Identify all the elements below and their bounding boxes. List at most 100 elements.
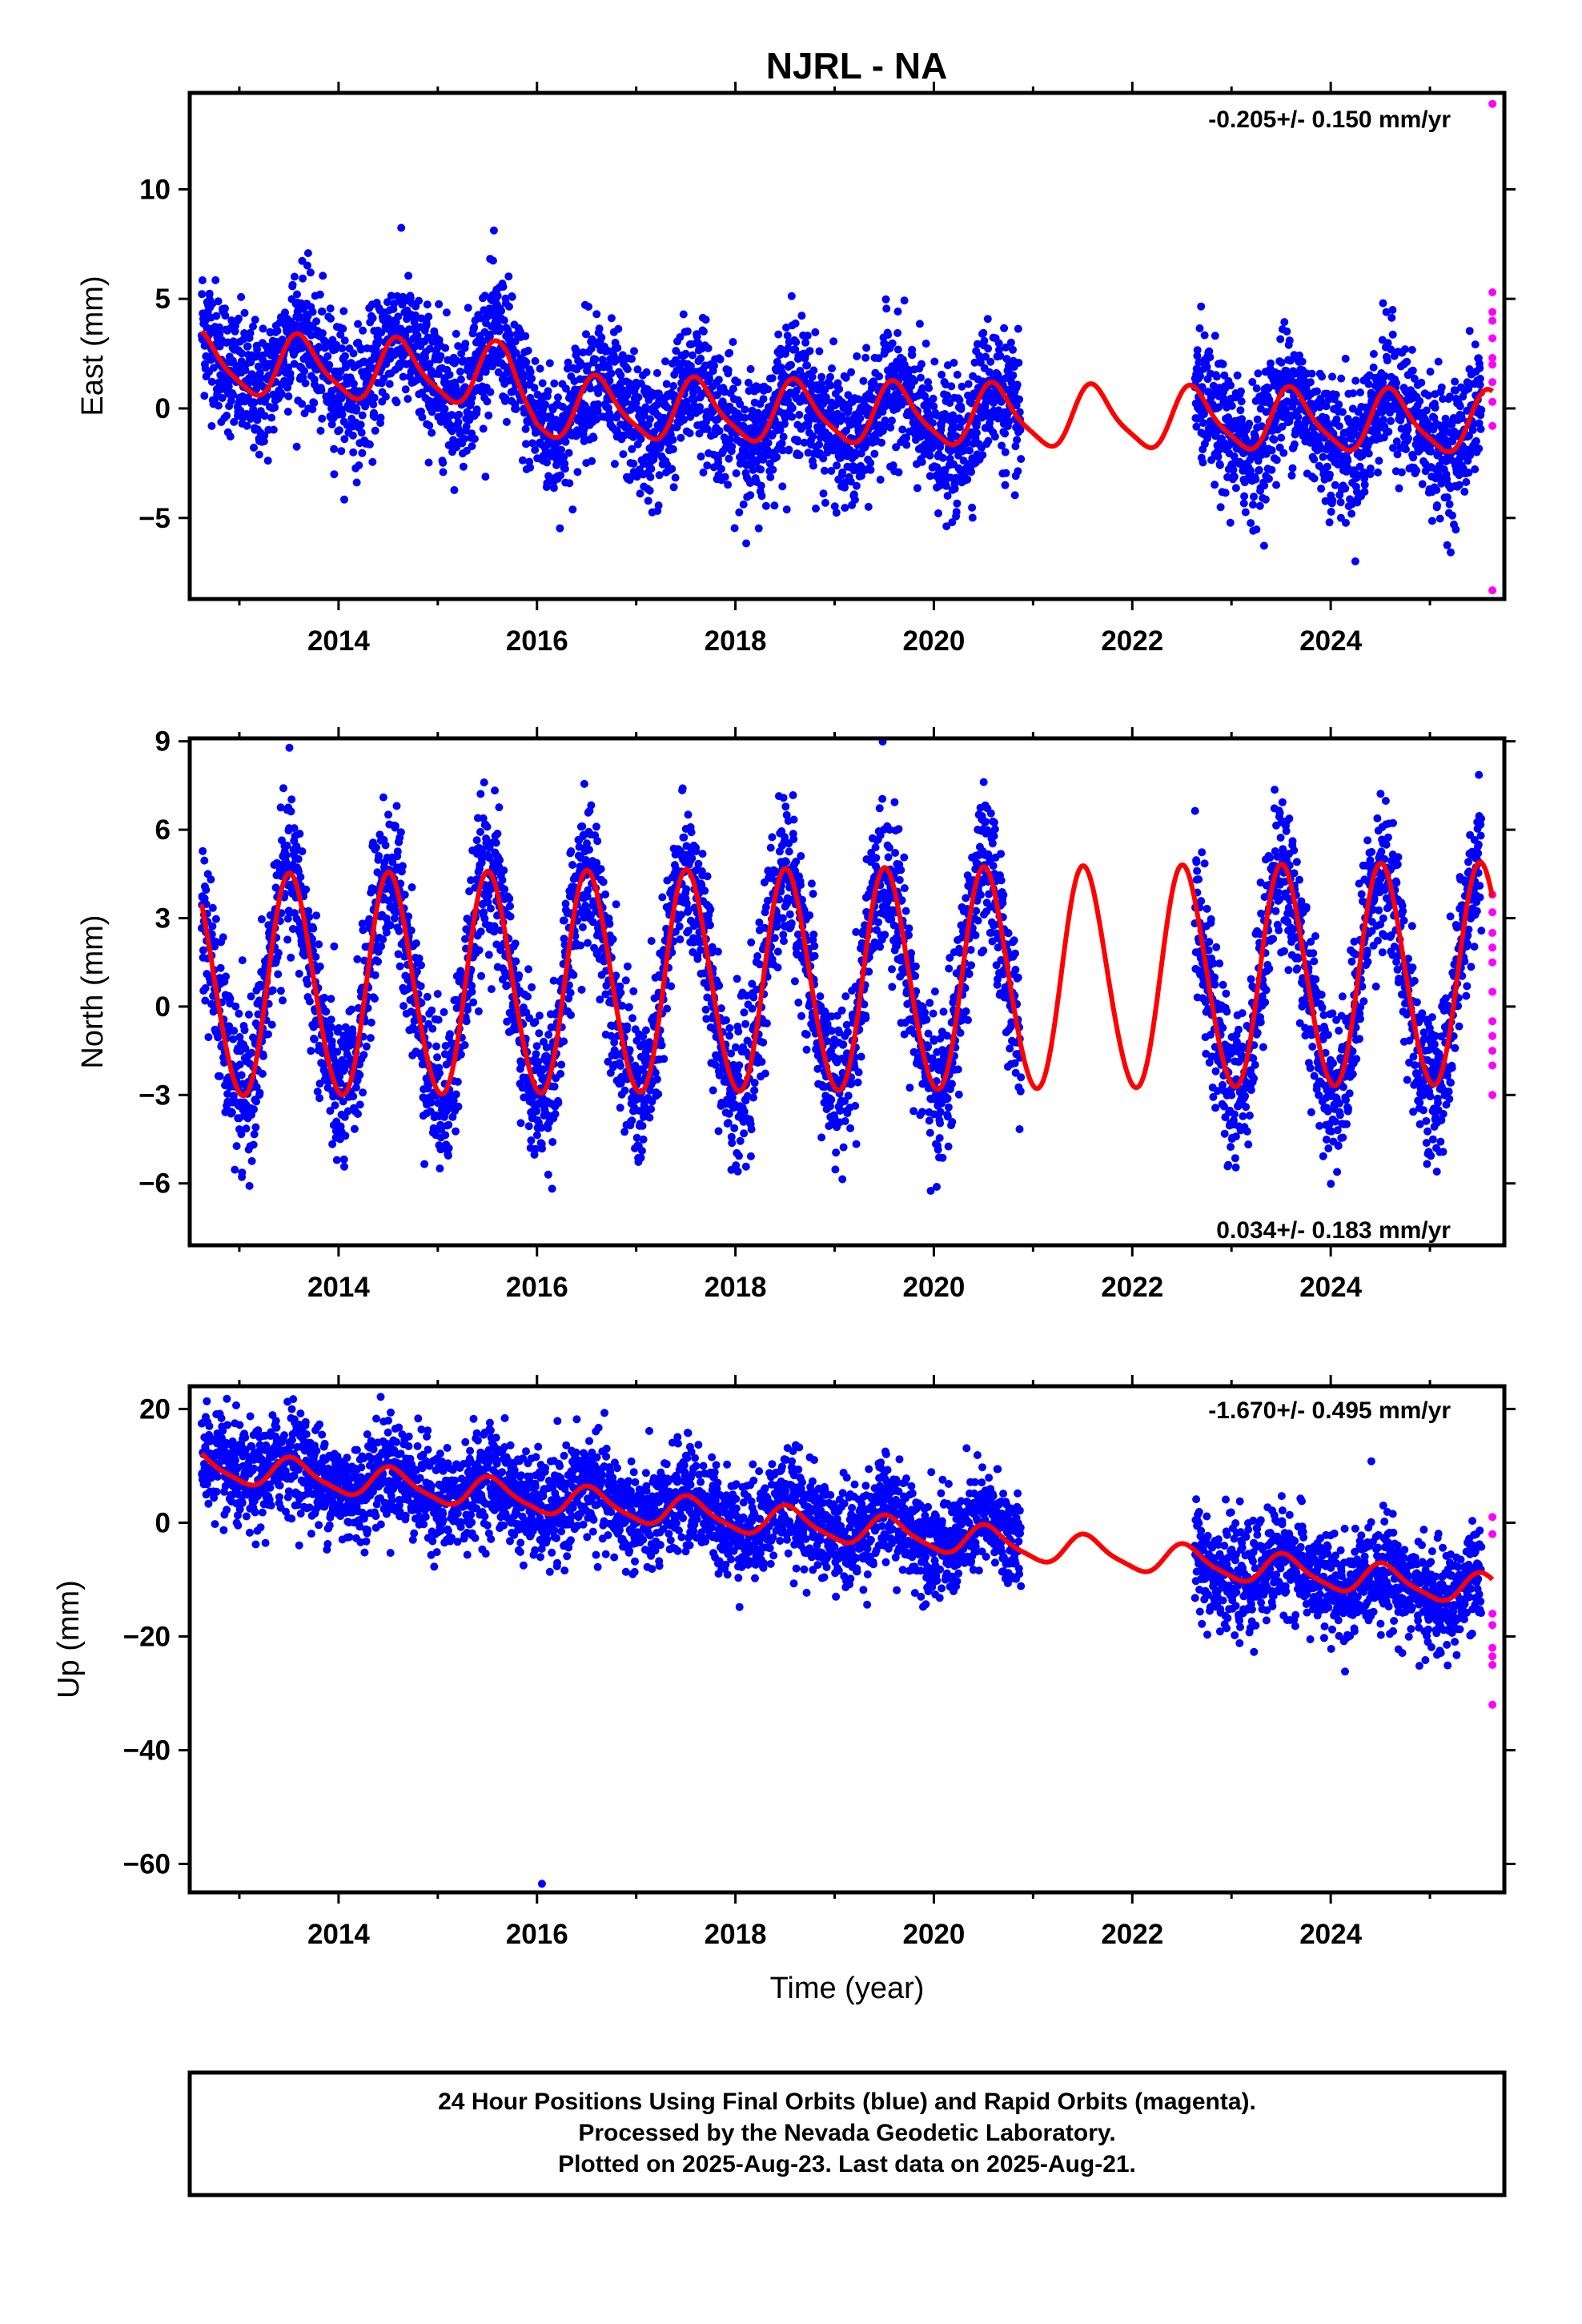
final-orbit-point [875,372,884,380]
final-orbit-point [383,298,391,307]
final-orbit-point [613,344,622,352]
final-orbit-point [295,969,303,978]
final-orbit-point [1383,356,1391,365]
final-orbit-point [357,345,365,354]
final-orbit-point [1199,458,1207,467]
final-orbit-point [1388,306,1397,314]
final-orbit-point [560,464,569,473]
final-orbit-point [1465,327,1474,336]
final-orbit-point [815,347,824,356]
final-orbit-point [1318,372,1327,381]
final-orbit-point [629,460,638,468]
final-orbit-point [586,384,595,393]
final-orbit-point [385,380,394,388]
final-orbit-point [230,417,239,426]
final-orbit-point [450,486,459,494]
final-orbit-point [366,1034,375,1043]
final-orbit-point [1418,480,1427,489]
final-orbit-point [881,295,890,304]
final-orbit-point [299,274,307,283]
final-orbit-point [227,1108,236,1117]
final-orbit-point [1307,369,1316,378]
final-orbit-point [335,1023,343,1032]
final-orbit-point [247,992,255,1001]
final-orbit-point [387,292,396,300]
final-orbit-point [697,354,705,363]
final-orbit-point [425,421,434,430]
final-orbit-point [1017,455,1026,464]
final-orbit-point [545,359,554,368]
final-orbit-point [237,292,246,301]
final-orbit-point [644,497,652,505]
final-orbit-point [1001,448,1010,456]
final-orbit-point [448,427,456,436]
final-orbit-point [1317,485,1326,493]
final-orbit-point [322,1007,331,1016]
final-orbit-point [418,413,427,422]
final-orbit-point [454,342,463,351]
final-orbit-point [1306,378,1315,387]
final-orbit-point [215,342,224,351]
final-orbit-point [325,360,334,369]
final-orbit-point [524,346,532,355]
final-orbit-point [1404,434,1412,443]
final-orbit-point [423,992,432,1001]
final-orbit-point [460,434,468,443]
final-orbit-point [221,304,229,313]
final-orbit-point [1375,456,1383,465]
final-orbit-point [470,323,479,332]
final-orbit-point [365,915,374,923]
final-orbit-point [253,345,262,353]
final-orbit-point [968,513,977,522]
final-orbit-point [1230,472,1239,481]
final-orbit-point [787,360,796,369]
final-orbit-point [966,446,974,455]
final-orbit-point [500,361,508,370]
final-orbit-point [512,404,520,413]
final-orbit-point [335,373,343,382]
final-orbit-point [371,971,379,979]
final-orbit-point [1253,415,1262,424]
final-orbit-point [496,324,505,332]
final-orbit-point [371,426,379,435]
final-orbit-point [705,375,713,384]
final-orbit-point [1237,397,1246,406]
north-data-points [197,738,1497,1195]
final-orbit-point [930,357,939,366]
final-orbit-point [584,303,592,311]
final-orbit-point [870,449,879,458]
final-orbit-point [381,392,390,401]
final-orbit-point [1427,517,1436,525]
final-orbit-point [926,451,934,460]
final-orbit-point [669,382,678,390]
final-orbit-point [1267,465,1276,474]
final-orbit-point [259,1051,267,1060]
final-orbit-point [953,370,962,379]
final-orbit-point [714,376,723,384]
final-orbit-point [367,1018,375,1027]
final-orbit-point [1388,330,1397,339]
final-orbit-point [379,935,387,943]
final-orbit-point [1331,390,1340,399]
final-orbit-point [222,972,231,981]
final-orbit-point [526,463,535,472]
final-orbit-point [1338,408,1347,416]
final-orbit-point [636,489,644,498]
final-orbit-point [227,396,235,405]
final-orbit-point [754,524,763,533]
final-orbit-point [319,271,327,280]
final-orbit-point [282,851,291,859]
final-orbit-point [464,304,472,312]
final-orbit-point [202,886,211,895]
final-orbit-point [978,451,987,460]
final-orbit-point [757,465,765,474]
final-orbit-point [669,483,678,492]
final-orbit-point [279,784,287,793]
east-velocity-rate: -0.205+/- 0.150 mm/yr [1208,107,1451,133]
final-orbit-point [379,374,388,383]
final-orbit-point [493,292,502,300]
final-orbit-point [340,336,349,345]
final-orbit-point [386,921,395,930]
final-orbit-point [439,458,448,467]
final-orbit-point [728,442,737,451]
